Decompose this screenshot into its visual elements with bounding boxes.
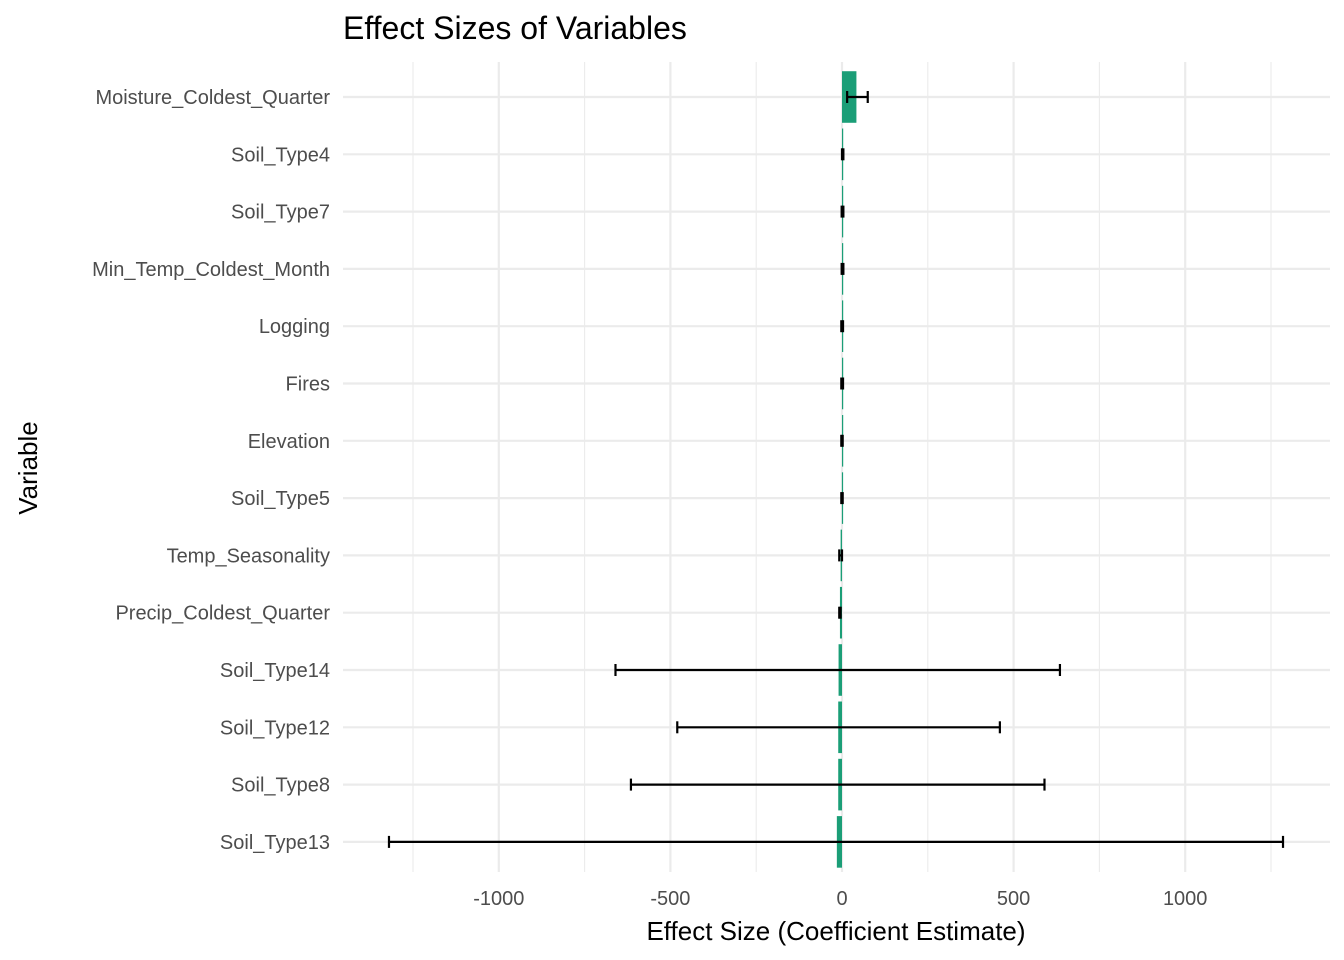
- y-tick-label: Moisture_Coldest_Quarter: [95, 87, 330, 109]
- error-bar-logging: [840, 320, 845, 333]
- error-bar-soil-type7: [840, 205, 845, 218]
- error-bar-soil-type14: [614, 664, 1062, 676]
- error-bar-soil-type8: [629, 778, 1046, 791]
- grid-lines: [343, 62, 1330, 872]
- y-tick-label: Soil_Type7: [231, 202, 330, 224]
- x-axis-title: Effect Size (Coefficient Estimate): [646, 916, 1025, 946]
- y-tick-label: Soil_Type5: [231, 488, 330, 510]
- error-bar-moisture-coldest-quarter: [846, 91, 869, 103]
- error-bar-precip-coldest-quarter: [838, 606, 842, 619]
- x-tick-label: 0: [836, 888, 847, 910]
- y-tick-labels: Moisture_Coldest_Quarter Soil_Type4 Soil_T…: [92, 87, 330, 854]
- error-bar-soil-type13: [387, 835, 1285, 848]
- y-tick-label: Temp_Seasonality: [167, 545, 330, 567]
- y-tick-label: Fires: [286, 374, 330, 396]
- y-tick-label: Soil_Type4: [231, 144, 330, 166]
- x-tick-label: 1000: [1163, 888, 1208, 910]
- y-tick-label: Logging: [259, 316, 330, 338]
- x-tick-label: -1000: [473, 888, 524, 910]
- chart-title: Effect Sizes of Variables: [343, 10, 687, 46]
- y-axis-title: Variable: [13, 421, 43, 514]
- y-tick-label: Soil_Type12: [220, 717, 330, 739]
- y-tick-label: Soil_Type8: [231, 775, 330, 797]
- x-tick-labels: -1000 -500 0 500 1000: [473, 888, 1207, 910]
- error-bar-temp-seasonality: [838, 549, 844, 562]
- error-bars: [387, 91, 1285, 848]
- y-tick-label: Soil_Type13: [220, 832, 330, 854]
- x-tick-label: 500: [997, 888, 1030, 910]
- y-tick-label: Elevation: [248, 431, 330, 453]
- error-bar-elevation: [840, 434, 844, 447]
- x-tick-label: -500: [650, 888, 690, 910]
- error-bar-soil-type5: [840, 492, 844, 505]
- bars: [836, 71, 857, 868]
- error-bar-fires: [840, 377, 845, 390]
- y-tick-label: Soil_Type14: [220, 660, 330, 682]
- error-bar-soil-type4: [840, 148, 845, 161]
- y-tick-label: Precip_Coldest_Quarter: [115, 603, 330, 625]
- error-bar-soil-type12: [676, 721, 1001, 734]
- y-tick-label: Min_Temp_Coldest_Month: [92, 259, 330, 281]
- error-bar-min-temp-coldest-month: [840, 262, 845, 275]
